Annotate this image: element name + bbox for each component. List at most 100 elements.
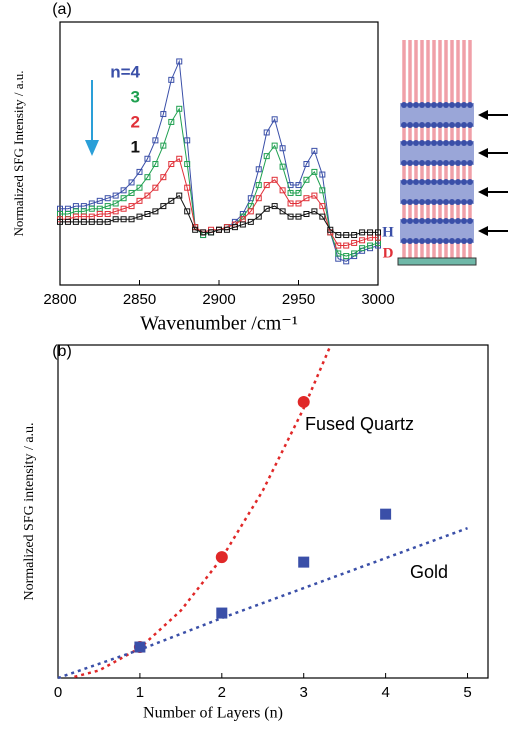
data-point xyxy=(343,232,350,239)
data-point xyxy=(120,216,127,223)
head xyxy=(425,238,431,244)
plot-frame xyxy=(59,21,379,286)
head xyxy=(401,238,407,244)
head xyxy=(449,218,455,224)
legend-entry: 1 xyxy=(131,137,140,156)
data-point xyxy=(120,187,127,194)
plot-frame xyxy=(57,344,489,679)
head xyxy=(413,199,419,205)
data-point xyxy=(80,218,87,225)
data-point xyxy=(287,189,294,196)
data-point xyxy=(287,213,294,220)
legend-entry: 3 xyxy=(131,87,140,106)
data-point xyxy=(128,189,135,196)
head xyxy=(467,102,473,108)
h-layer xyxy=(400,141,474,165)
head xyxy=(455,199,461,205)
x-tick-label: 3000 xyxy=(361,291,394,308)
x-tick-label: 3 xyxy=(300,684,308,701)
head xyxy=(419,199,425,205)
data-point xyxy=(104,203,111,210)
data-point xyxy=(176,155,183,162)
data-point xyxy=(208,229,215,236)
head xyxy=(431,102,437,108)
data-point xyxy=(351,250,358,257)
head xyxy=(461,140,467,146)
y-axis-label: Normalized SFG Intensity / a.u. xyxy=(11,70,26,236)
head xyxy=(467,160,473,166)
data-point xyxy=(200,229,207,236)
x-tick-label: 2900 xyxy=(202,291,235,308)
head xyxy=(437,140,443,146)
head xyxy=(407,160,413,166)
head xyxy=(461,218,467,224)
head xyxy=(467,179,473,185)
head xyxy=(407,199,413,205)
data-point xyxy=(184,208,191,215)
x-tick-label: 2850 xyxy=(123,291,156,308)
data-point xyxy=(152,161,159,168)
head xyxy=(401,199,407,205)
head xyxy=(431,160,437,166)
data-point xyxy=(144,174,151,181)
head xyxy=(461,238,467,244)
head xyxy=(401,140,407,146)
head xyxy=(407,140,413,146)
head xyxy=(431,179,437,185)
head xyxy=(419,102,425,108)
data-point xyxy=(303,161,310,168)
legend-entry: n=4 xyxy=(110,62,140,81)
head xyxy=(455,140,461,146)
head xyxy=(455,238,461,244)
data-point xyxy=(367,229,374,236)
head xyxy=(425,122,431,128)
data-point xyxy=(112,208,119,215)
data-point xyxy=(359,229,366,236)
data-point xyxy=(112,192,119,199)
head xyxy=(401,160,407,166)
h-label: H xyxy=(382,224,394,240)
data-point xyxy=(335,250,342,257)
head xyxy=(413,238,419,244)
head xyxy=(425,179,431,185)
data-point xyxy=(271,116,278,123)
data-point xyxy=(303,210,310,217)
x-tick-label: 2950 xyxy=(282,291,315,308)
head xyxy=(407,179,413,185)
head xyxy=(413,102,419,108)
head xyxy=(449,102,455,108)
head xyxy=(455,160,461,166)
data-point xyxy=(136,168,143,175)
data-point xyxy=(279,187,286,194)
data-point xyxy=(120,205,127,212)
data-point xyxy=(96,218,103,225)
fit-curve xyxy=(74,344,332,679)
head xyxy=(443,140,449,146)
data-point xyxy=(335,232,342,239)
data-point xyxy=(343,253,350,260)
data-point xyxy=(168,161,175,168)
data-point xyxy=(279,145,286,152)
data-point xyxy=(295,182,302,189)
head xyxy=(443,122,449,128)
x-axis-label: Wavenumber /cm⁻¹ xyxy=(140,313,298,335)
data-point xyxy=(120,195,127,202)
data-point xyxy=(295,200,302,207)
data-point xyxy=(311,147,318,154)
data-point xyxy=(327,226,334,233)
head xyxy=(401,102,407,108)
fit-line xyxy=(60,194,378,236)
head xyxy=(449,199,455,205)
arrow-head xyxy=(85,140,99,156)
data-point xyxy=(128,203,135,210)
data-point xyxy=(319,203,326,210)
data-point xyxy=(279,163,286,170)
head xyxy=(431,122,437,128)
data-point xyxy=(311,192,318,199)
data-point xyxy=(255,213,262,220)
data-point xyxy=(298,556,310,568)
data-point xyxy=(279,208,286,215)
head xyxy=(413,122,419,128)
data-point xyxy=(72,218,79,225)
head xyxy=(413,218,419,224)
